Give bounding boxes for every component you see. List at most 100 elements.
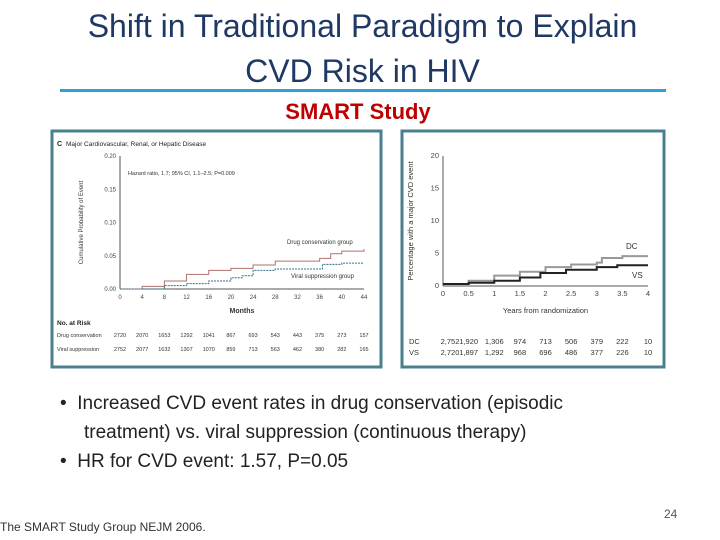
subtitle: SMART Study	[285, 99, 431, 124]
series-line-vs	[443, 264, 648, 286]
x-tick-label: 20	[228, 295, 235, 301]
risk-value: 380	[315, 347, 324, 353]
x-tick-label: 40	[338, 295, 345, 301]
risk-value: 713	[248, 347, 257, 353]
risk-value: 10	[644, 337, 652, 346]
risk-value: 165	[359, 347, 368, 353]
risk-value: 1070	[203, 347, 215, 353]
annotation: Hazard ratio, 1.7; 95% CI, 1.1–2.5; P=0.…	[128, 171, 235, 177]
y-tick-label: 0	[435, 281, 439, 290]
x-tick-label: 3	[595, 289, 599, 298]
x-tick-label: 4	[141, 295, 145, 301]
risk-value: 379	[590, 337, 603, 346]
y-tick-label: 0.05	[104, 254, 116, 260]
y-tick-label: 0.15	[104, 187, 116, 193]
panel-label: C	[57, 141, 62, 148]
bullet-1: • Increased CVD event rates in drug cons…	[60, 393, 564, 414]
risk-value: 1292	[180, 333, 192, 339]
bullet-1-cont: treatment) vs. viral suppression (contin…	[84, 422, 527, 443]
x-tick-label: 16	[205, 295, 212, 301]
risk-value: 486	[565, 348, 578, 357]
y-tick-label: 5	[435, 249, 439, 258]
risk-value: 273	[337, 333, 346, 339]
chart-panel	[400, 129, 666, 369]
y-axis-label: Cumulative Probability of Event	[79, 180, 85, 264]
series-line-dc	[443, 255, 648, 286]
x-tick-label: 36	[316, 295, 323, 301]
risk-value: 375	[315, 333, 324, 339]
legend-dc: DC	[626, 242, 638, 251]
risk-value: 2070	[136, 333, 148, 339]
risk-value: 2752	[114, 347, 126, 353]
risk-value: 10	[644, 348, 652, 357]
y-tick-label: 10	[431, 216, 439, 225]
x-axis-label: Months	[230, 308, 255, 315]
risk-value: 282	[337, 347, 346, 353]
risk-value: 222	[616, 337, 629, 346]
risk-value: 1,306	[485, 337, 504, 346]
x-tick-label: 3.5	[617, 289, 627, 298]
legend-vs: Viral suppression group	[291, 274, 355, 280]
risk-value: 443	[293, 333, 302, 339]
y-tick-label: 20	[431, 151, 439, 160]
risk-value: 506	[565, 337, 578, 346]
citation: The SMART Study Group NEJM 2006.	[0, 520, 206, 534]
x-tick-label: 32	[294, 295, 301, 301]
risk-value: 2,720	[441, 348, 460, 357]
title-line-1: Shift in Traditional Paradigm to Explain	[87, 8, 638, 44]
title-underline	[60, 89, 666, 92]
risk-value: 157	[359, 333, 368, 339]
risk-value: 462	[293, 347, 302, 353]
y-tick-label: 0.20	[104, 154, 116, 160]
risk-value: 1,897	[459, 348, 478, 357]
risk-value: 696	[539, 348, 552, 357]
risk-value: 1632	[158, 347, 170, 353]
risk-value: 867	[226, 333, 235, 339]
y-axis-label: Percentage with a major CVD event	[406, 160, 415, 280]
risk-value: 1653	[158, 333, 170, 339]
legend-dc: Drug conservation group	[287, 240, 353, 246]
risk-value: 968	[514, 348, 527, 357]
risk-value: 543	[271, 333, 280, 339]
risk-row-label: VS	[409, 348, 419, 357]
series-line-drug-conservation-group	[120, 249, 365, 290]
title-line-2: CVD Risk in HIV	[245, 53, 480, 89]
chart-title: Major Cardiovascular, Renal, or Hepatic …	[66, 141, 207, 148]
chart-panel	[50, 129, 383, 369]
risk-value: 2720	[114, 333, 126, 339]
x-tick-label: 0.5	[463, 289, 473, 298]
risk-value: 974	[514, 337, 527, 346]
y-tick-label: 0.00	[104, 287, 116, 293]
risk-row-label: Drug conservation	[57, 333, 102, 339]
y-tick-label: 0.10	[104, 221, 116, 227]
risk-value: 377	[590, 348, 603, 357]
y-tick-label: 15	[431, 184, 439, 193]
x-tick-label: 2.5	[566, 289, 576, 298]
risk-row-label: Viral suppression	[57, 347, 99, 353]
x-tick-label: 2	[543, 289, 547, 298]
legend-vs: VS	[632, 271, 643, 280]
risk-value: 1041	[203, 333, 215, 339]
x-axis-label: Years from randomization	[503, 306, 588, 315]
risk-table-header: No. at Risk	[57, 320, 91, 327]
series-line-viral-suppression-group	[120, 262, 364, 290]
page-number: 24	[664, 507, 678, 521]
risk-value: 713	[539, 337, 552, 346]
x-tick-label: 1	[492, 289, 496, 298]
risk-value: 2,752	[441, 337, 460, 346]
risk-value: 1,920	[459, 337, 478, 346]
risk-value: 2077	[136, 347, 148, 353]
risk-value: 859	[226, 347, 235, 353]
x-tick-label: 4	[646, 289, 650, 298]
x-tick-label: 1.5	[515, 289, 525, 298]
x-tick-label: 24	[250, 295, 257, 301]
x-tick-label: 12	[183, 295, 190, 301]
x-tick-label: 8	[163, 295, 167, 301]
risk-value: 563	[271, 347, 280, 353]
risk-row-label: DC	[409, 337, 420, 346]
risk-value: 1307	[180, 347, 192, 353]
risk-value: 693	[248, 333, 257, 339]
risk-value: 226	[616, 348, 629, 357]
